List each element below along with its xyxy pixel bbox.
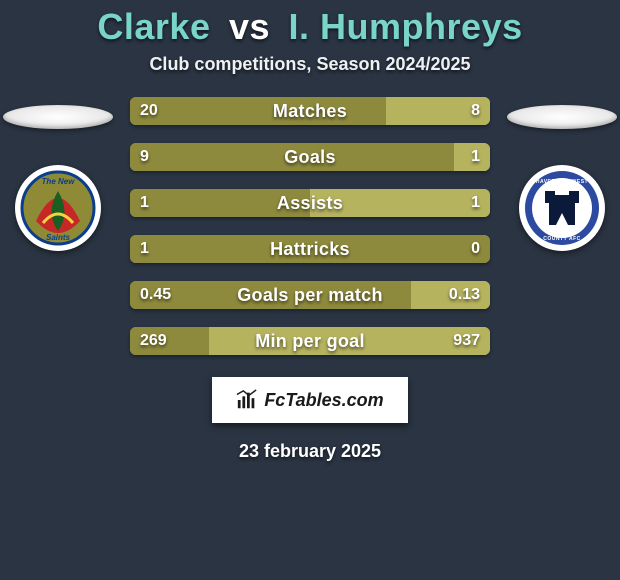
svg-text:HAVERFORDWEST: HAVERFORDWEST [536, 179, 588, 185]
watermark[interactable]: FcTables.com [212, 377, 408, 423]
left-crest: The New Saints [15, 165, 101, 251]
stat-value-right: 1 [471, 194, 480, 212]
stat-value-right: 8 [471, 102, 480, 120]
comparison-card: Clarke vs I. Humphreys Club competitions… [0, 0, 620, 580]
right-crest: HAVERFORDWEST COUNTY AFC [519, 165, 605, 251]
stat-label: Assists [277, 193, 343, 214]
subtitle: Club competitions, Season 2024/2025 [0, 54, 620, 75]
watermark-text: FcTables.com [264, 390, 383, 411]
right-pitch-oval [507, 105, 617, 129]
haverfordwest-county-afc-badge-icon: HAVERFORDWEST COUNTY AFC [519, 165, 605, 251]
stat-label: Hattricks [270, 239, 350, 260]
stat-value-right: 0.13 [449, 286, 480, 304]
stat-label: Min per goal [255, 331, 365, 352]
left-pitch-oval [3, 105, 113, 129]
stat-bar-fill-left [130, 97, 386, 125]
player1-name: Clarke [97, 6, 210, 47]
stat-value-right: 0 [471, 240, 480, 258]
date: 23 february 2025 [0, 441, 620, 462]
left-column: The New Saints [0, 105, 118, 251]
stat-label: Goals per match [237, 285, 383, 306]
stat-value-left: 20 [140, 102, 158, 120]
the-new-saints-badge-icon: The New Saints [15, 165, 101, 251]
svg-text:COUNTY AFC: COUNTY AFC [543, 236, 581, 242]
stat-value-left: 9 [140, 148, 149, 166]
stat-value-right: 937 [453, 332, 480, 350]
content: The New Saints HAVERFORDWEST COU [0, 97, 620, 462]
stat-value-left: 1 [140, 240, 149, 258]
stat-bar: 20 Matches 8 [130, 97, 490, 125]
stat-value-left: 0.45 [140, 286, 171, 304]
stat-bar: 9 Goals 1 [130, 143, 490, 171]
title: Clarke vs I. Humphreys [0, 6, 620, 48]
stat-value-left: 1 [140, 194, 149, 212]
right-column: HAVERFORDWEST COUNTY AFC [502, 105, 620, 251]
stat-bar: 1 Hattricks 0 [130, 235, 490, 263]
stat-label: Goals [284, 147, 336, 168]
title-vs: vs [221, 6, 278, 47]
chart-bars-icon [236, 389, 258, 411]
stat-bar: 1 Assists 1 [130, 189, 490, 217]
svg-text:Saints: Saints [46, 233, 71, 242]
stat-bar: 0.45 Goals per match 0.13 [130, 281, 490, 309]
stat-bars: 20 Matches 8 9 Goals 1 1 Assists 1 1 Hattricks 0 0.4… [130, 97, 490, 355]
stat-value-left: 269 [140, 332, 167, 350]
stat-value-right: 1 [471, 148, 480, 166]
stat-label: Matches [273, 101, 347, 122]
player2-name: I. Humphreys [289, 6, 523, 47]
stat-bar: 269 Min per goal 937 [130, 327, 490, 355]
svg-text:The New: The New [42, 177, 76, 186]
